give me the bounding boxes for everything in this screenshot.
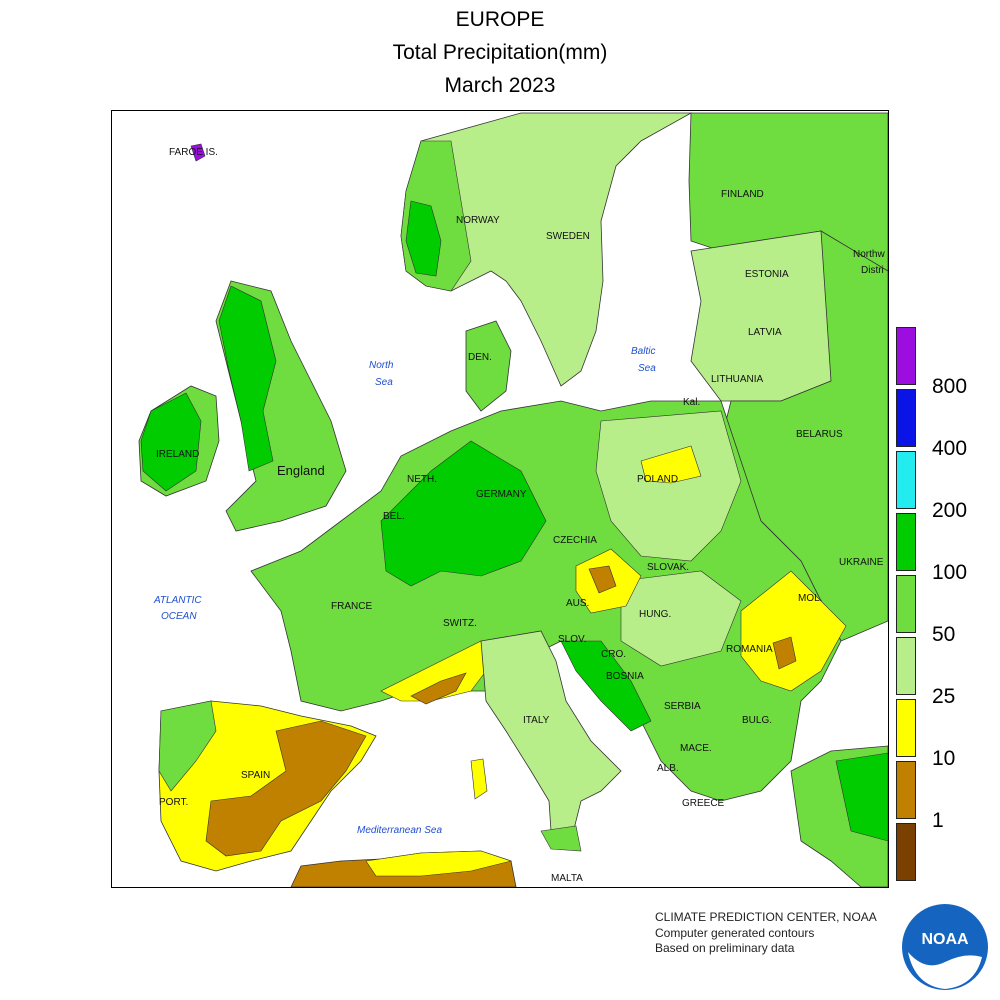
label-bulgaria: BULG. <box>742 715 772 726</box>
label-belarus: BELARUS <box>796 429 843 440</box>
credit-line-3: Based on preliminary data <box>655 941 795 955</box>
zone-poland-10 <box>640 445 702 484</box>
noaa-logo: NOAA <box>900 902 990 997</box>
credit-line-1: CLIMATE PREDICTION CENTER, NOAA <box>655 910 877 924</box>
label-czechia: CZECHIA <box>553 535 597 546</box>
label-moldova: MOL. <box>798 593 822 604</box>
legend-swatch <box>896 637 916 695</box>
land-faroe <box>190 143 206 162</box>
label-belgium: BEL. <box>383 511 405 522</box>
legend-swatch <box>896 513 916 571</box>
label-mediterranean: Mediterranean Sea <box>357 825 442 836</box>
label-lithuania: LITHUANIA <box>711 374 764 385</box>
label-northwest-1: Northw <box>853 249 885 260</box>
legend-swatch <box>896 823 916 881</box>
legend-tick-label: 50 <box>932 623 956 646</box>
label-ukraine: UKRAINE <box>839 557 884 568</box>
legend-tick-label: 800 <box>932 375 968 398</box>
map-labels: FAROE IS. NORWAY SWEDEN FINLAND ESTONIA … <box>153 147 885 884</box>
map-canvas: FAROE IS. NORWAY SWEDEN FINLAND ESTONIA … <box>138 112 888 887</box>
label-norway: NORWAY <box>456 215 500 226</box>
label-north-sea-1: North <box>369 360 394 371</box>
legend-swatch <box>896 451 916 509</box>
label-romania: ROMANIA <box>726 644 773 655</box>
label-netherlands: NETH. <box>407 474 437 485</box>
label-slovakia: SLOVAK. <box>647 562 689 573</box>
label-baltic-1: Baltic <box>631 346 655 357</box>
label-kaliningrad: Kal. <box>683 397 700 408</box>
zone-hungary-dry <box>620 570 742 667</box>
label-malta: MALTA <box>551 873 583 884</box>
label-england: England <box>277 463 325 478</box>
label-italy: ITALY <box>523 715 550 726</box>
label-spain: SPAIN <box>241 770 270 781</box>
noaa-logo-text: NOAA <box>921 931 969 948</box>
precipitation-map: FAROE IS. NORWAY SWEDEN FINLAND ESTONIA … <box>111 110 889 888</box>
land-sicily <box>540 825 582 852</box>
label-croatia: CRO. <box>601 649 626 660</box>
land-italy <box>480 630 622 842</box>
credit-line-2: Computer generated contours <box>655 926 815 940</box>
label-switzerland: SWITZ. <box>443 618 477 629</box>
zone-balkans-wet <box>560 640 652 732</box>
label-macedonia: MACE. <box>680 743 712 754</box>
label-northwest-2: Distri <box>861 265 884 276</box>
zone-romania-10 <box>740 570 847 692</box>
legend-tick-label: 1 <box>932 809 944 832</box>
label-austria: AUS. <box>566 598 589 609</box>
label-faroe: FAROE IS. <box>169 147 218 158</box>
label-baltic-2: Sea <box>638 363 656 374</box>
zone-sefrance-1 <box>410 672 467 705</box>
label-germany: GERMANY <box>476 489 527 500</box>
label-atlantic-1: ATLANTIC <box>153 595 202 606</box>
label-serbia: SERBIA <box>664 701 701 712</box>
label-hungary: HUNG. <box>639 609 671 620</box>
label-estonia: ESTONIA <box>745 269 789 280</box>
map-title-period: March 2023 <box>444 74 556 97</box>
legend-tick-label: 25 <box>932 685 956 708</box>
zone-ireland-west <box>140 392 202 492</box>
legend-swatch <box>896 575 916 633</box>
label-poland: POLAND <box>637 474 678 485</box>
label-ireland: IRELAND <box>156 449 199 460</box>
label-north-sea-2: Sea <box>375 377 393 388</box>
legend-colorbar <box>896 327 916 887</box>
land-corsica <box>470 758 488 800</box>
label-france: FRANCE <box>331 601 372 612</box>
label-latvia: LATVIA <box>748 327 782 338</box>
zone-spain-north <box>158 700 217 792</box>
zone-norway-coast <box>405 200 442 277</box>
legend-swatch <box>896 761 916 819</box>
land-denmark <box>465 320 512 412</box>
zone-turkey-wet <box>835 752 888 842</box>
legend-tick-label: 400 <box>932 437 968 460</box>
zone-romania-1 <box>772 636 797 670</box>
label-bosnia: BOSNIA <box>606 671 644 682</box>
legend-swatch <box>896 327 916 385</box>
legend-tick-label: 10 <box>932 747 956 770</box>
zone-germany-wet <box>380 440 547 587</box>
label-atlantic-2: OCEAN <box>161 611 197 622</box>
zone-gb-west <box>218 285 277 472</box>
zone-austria-1 <box>588 565 617 594</box>
legend-tick-label: 200 <box>932 499 968 522</box>
label-albania: ALB. <box>657 763 679 774</box>
legend-tick-label: 100 <box>932 561 968 584</box>
label-slovenia: SLOV. <box>558 634 587 645</box>
label-denmark: DEN. <box>468 352 492 363</box>
label-sweden: SWEDEN <box>546 231 590 242</box>
zone-spain-1 <box>205 720 367 857</box>
label-finland: FINLAND <box>721 189 764 200</box>
legend-swatch <box>896 699 916 757</box>
zone-poland-dry <box>595 410 742 562</box>
label-greece: GREECE <box>682 798 725 809</box>
zone-africa-10 <box>365 850 513 877</box>
label-portugal: PORT. <box>159 797 188 808</box>
legend-swatch <box>896 389 916 447</box>
map-title-region: EUROPE <box>455 8 545 31</box>
map-title-variable: Total Precipitation(mm) <box>392 41 608 64</box>
